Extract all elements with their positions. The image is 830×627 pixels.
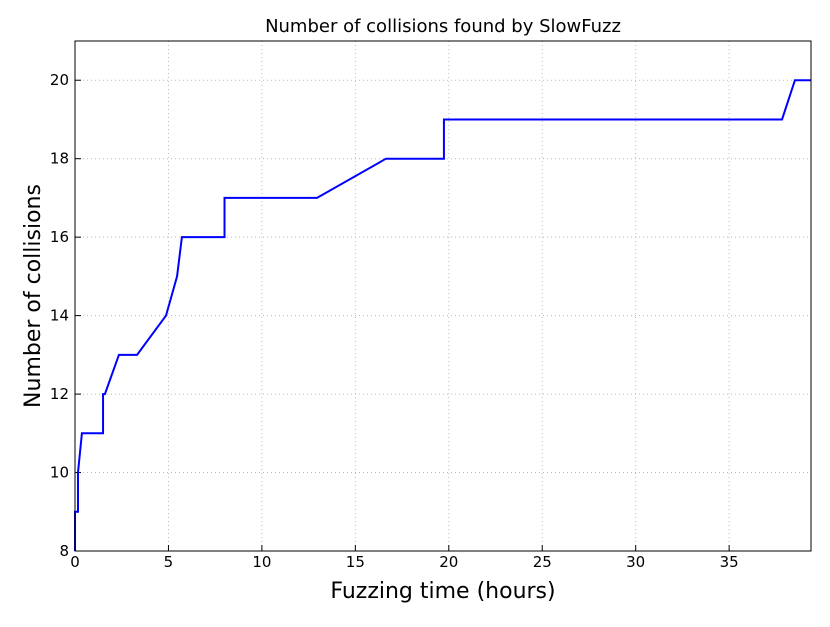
- y-tick-label: 16: [50, 228, 69, 246]
- y-tick-label: 12: [50, 385, 69, 403]
- x-tick-label: 20: [439, 553, 458, 571]
- plot-area: [75, 41, 811, 551]
- chart-title: Number of collisions found by SlowFuzz: [265, 16, 621, 37]
- y-axis-label: Number of collisions: [21, 184, 46, 408]
- y-tick-label: 8: [59, 542, 69, 560]
- x-tick-label: 35: [720, 553, 739, 571]
- x-tick-label: 25: [533, 553, 552, 571]
- y-tick-label: 14: [50, 307, 69, 325]
- plot-frame: [74, 40, 812, 552]
- y-tick-label: 20: [50, 71, 69, 89]
- x-tick-label: 30: [626, 553, 645, 571]
- x-tick-label: 15: [346, 553, 365, 571]
- x-tick-label: 10: [252, 553, 271, 571]
- x-tick-label: 0: [70, 553, 80, 571]
- x-axis-label: Fuzzing time (hours): [330, 579, 555, 604]
- x-tick-label: 5: [164, 553, 174, 571]
- data-line: [74, 79, 811, 551]
- y-tick-label: 10: [50, 464, 69, 482]
- y-tick-label: 18: [50, 150, 69, 168]
